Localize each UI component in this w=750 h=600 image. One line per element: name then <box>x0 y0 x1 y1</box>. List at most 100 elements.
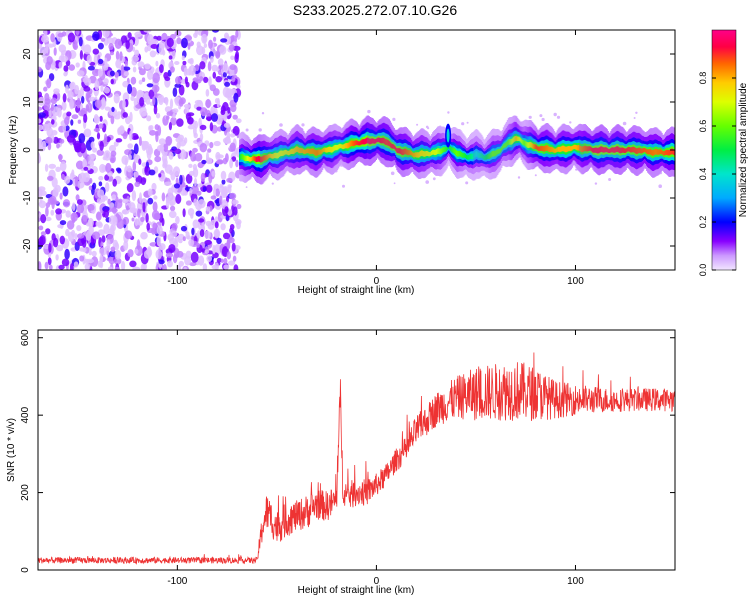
ridge-cell <box>391 143 393 149</box>
ridge-cell <box>594 147 596 153</box>
noise-speckle <box>110 224 116 232</box>
chart-title: S233.2025.272.07.10.G26 <box>292 2 458 18</box>
noise-speckle <box>61 173 65 180</box>
ridge-cell <box>380 138 382 144</box>
faint-speckle <box>342 184 345 188</box>
noise-speckle <box>134 49 140 57</box>
y-tick-label: 0 <box>20 567 31 573</box>
ridge-cell <box>369 138 371 145</box>
ridge-cell <box>264 155 267 161</box>
noise-speckle <box>205 98 211 109</box>
ridge-cell <box>396 147 398 153</box>
noise-speckle <box>174 30 182 37</box>
ridge-band <box>239 115 675 185</box>
ridge-cell <box>418 152 420 158</box>
noise-speckle <box>223 122 231 128</box>
ridge-cell <box>538 146 541 152</box>
ridge-cell <box>421 150 423 157</box>
noise-speckle <box>82 77 89 83</box>
noise-speckle <box>108 42 114 51</box>
noise-speckle <box>202 263 208 270</box>
ridge-cell <box>317 149 320 155</box>
noise-speckle <box>69 82 74 90</box>
ridge-cell <box>588 146 590 151</box>
ridge-cell <box>269 153 272 158</box>
noise-speckle <box>86 258 94 264</box>
noise-speckle <box>209 122 214 132</box>
ridge-cell <box>348 142 351 148</box>
noise-speckle <box>190 151 196 162</box>
noise-speckle <box>58 44 67 53</box>
noise-speckle <box>223 257 228 265</box>
noise-speckle <box>48 264 53 270</box>
ridge-cell <box>406 149 408 155</box>
noise-speckle <box>93 128 101 132</box>
ridge-cell <box>510 139 513 145</box>
noise-speckle <box>165 252 174 258</box>
y-tick-label: -20 <box>22 238 33 253</box>
noise-speckle <box>220 38 228 43</box>
ridge-cell <box>467 155 469 160</box>
noise-speckle <box>38 96 45 106</box>
ridge-cell <box>482 155 485 160</box>
ridge-cell <box>278 151 281 157</box>
noise-speckle <box>108 144 117 153</box>
ridge-cell <box>574 144 577 150</box>
ridge-cell <box>458 150 460 157</box>
ridge-cell <box>322 148 325 153</box>
noise-speckle <box>188 239 195 247</box>
ridge-cell <box>637 148 639 154</box>
noise-speckle <box>96 132 101 140</box>
noise-speckle <box>171 230 178 237</box>
noise-speckle <box>148 89 155 100</box>
faint-speckle <box>528 115 532 119</box>
noise-speckle <box>45 137 53 144</box>
noise-speckle <box>50 97 58 105</box>
noise-speckle <box>77 237 85 247</box>
noise-speckle <box>196 242 200 248</box>
ridge-cell <box>299 147 302 154</box>
ridge-cell <box>573 144 576 149</box>
ridge-cell <box>314 149 317 156</box>
noise-speckle <box>83 128 92 138</box>
noise-speckle <box>137 61 145 68</box>
ridge-cell <box>283 150 286 156</box>
noise-speckle <box>185 231 190 240</box>
ridge-cell <box>609 148 611 153</box>
noise-speckle <box>205 184 213 193</box>
noise-speckle <box>110 150 117 157</box>
ridge-cell <box>534 144 537 149</box>
ridge-cell <box>472 153 474 160</box>
ridge-cell <box>525 141 528 147</box>
ridge-cell <box>343 144 346 149</box>
noise-speckle <box>138 136 142 147</box>
noise-speckle <box>71 114 79 120</box>
ridge-cell <box>337 144 340 150</box>
noise-speckle <box>106 239 111 248</box>
noise-speckle <box>172 87 178 97</box>
ridge-cell <box>590 146 592 151</box>
ridge-cell <box>385 139 387 145</box>
ridge-cell <box>584 145 586 152</box>
noise-speckle <box>205 116 213 121</box>
colorbar-gradient <box>711 29 737 271</box>
ridge-cell <box>276 152 279 159</box>
ridge-cell <box>583 145 585 152</box>
y-tick-label: 600 <box>20 329 31 346</box>
ridge-cell <box>661 149 663 155</box>
noise-speckle <box>229 158 234 169</box>
ridge-cell <box>652 150 654 156</box>
ridge-cell <box>437 148 439 155</box>
noise-speckle <box>130 86 137 98</box>
noise-speckle <box>161 192 166 202</box>
ridge-cell <box>546 145 549 151</box>
noise-speckle <box>103 223 110 235</box>
ridge-cell <box>261 156 264 162</box>
ridge-cell <box>387 139 389 146</box>
noise-speckle <box>147 143 153 155</box>
ridge-cell <box>349 141 352 147</box>
faint-speckle <box>432 177 436 181</box>
noise-speckle <box>124 60 129 67</box>
ridge-cell <box>277 152 280 159</box>
noise-speckle <box>226 251 231 260</box>
